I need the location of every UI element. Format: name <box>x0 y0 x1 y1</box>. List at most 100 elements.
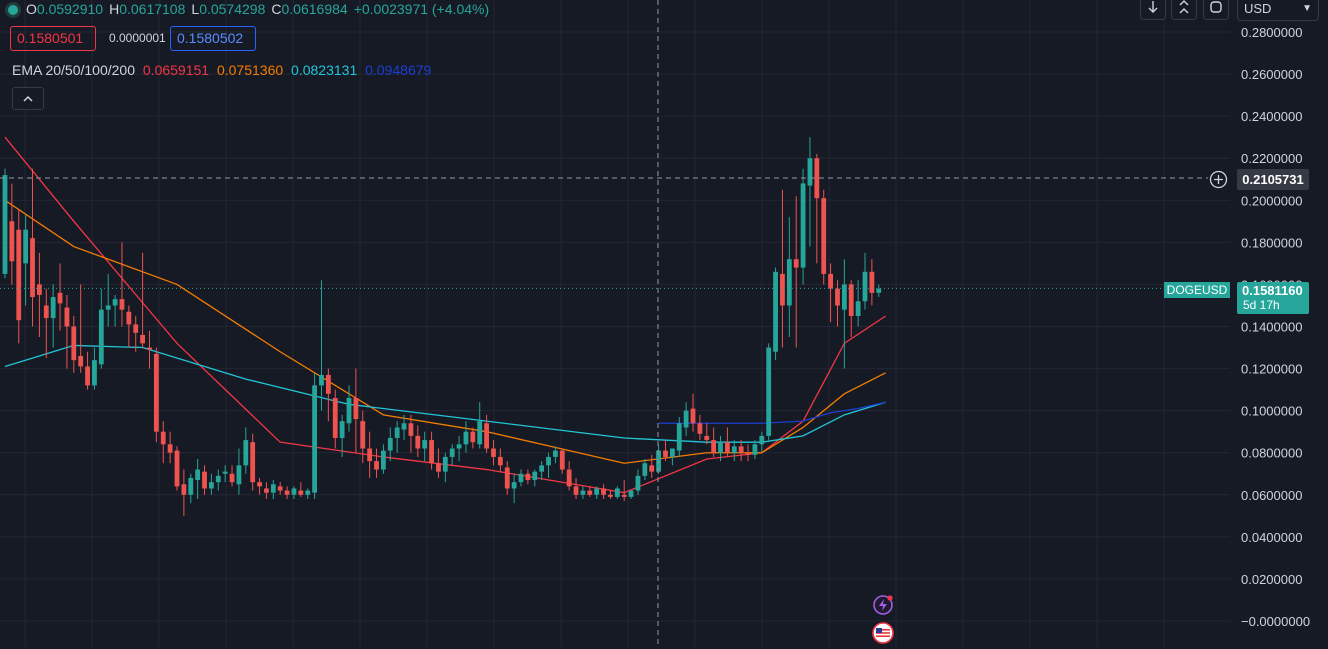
candle <box>580 486 586 499</box>
candle-body <box>518 473 524 483</box>
us-flag-icon <box>872 622 894 644</box>
candle <box>381 444 386 474</box>
candle-body <box>30 238 35 298</box>
ema-legend[interactable]: EMA 20/50/100/200 0.0659151 0.0751360 0.… <box>12 62 435 78</box>
candle <box>277 482 283 495</box>
change-value: +0.0023971 (+4.04%) <box>353 1 490 17</box>
candle <box>470 427 476 449</box>
low-label: L <box>191 1 200 17</box>
ema-line <box>658 401 886 424</box>
candle-body <box>229 473 235 483</box>
candle <box>745 444 751 462</box>
candle-body <box>876 288 882 293</box>
candle-body <box>642 463 648 476</box>
price-tick-label: 0.2000000 <box>1241 193 1302 208</box>
candle-body <box>126 311 132 325</box>
candle-body <box>814 158 820 199</box>
candle <box>566 461 572 491</box>
buy-button[interactable]: 0.1580502 <box>170 26 256 51</box>
candle-body <box>628 490 634 497</box>
candle-body <box>9 221 15 262</box>
candle <box>656 444 661 474</box>
candle <box>621 480 627 502</box>
candle-body <box>731 446 737 453</box>
candle <box>594 486 600 499</box>
candle <box>401 414 407 441</box>
candle <box>195 459 201 499</box>
candle-body <box>559 450 565 470</box>
open-label: O <box>26 1 37 17</box>
candle <box>608 490 613 499</box>
candle-body <box>284 490 290 495</box>
lightning-icon <box>873 595 893 615</box>
candle-body <box>800 183 806 268</box>
candle-body <box>64 307 70 327</box>
candle-body <box>332 398 338 438</box>
candle-body <box>105 305 111 310</box>
candle <box>704 423 710 445</box>
candle <box>786 217 792 338</box>
collapse-legend-button[interactable] <box>12 87 44 110</box>
candle-body <box>312 385 317 493</box>
candle-body <box>160 431 166 445</box>
candle <box>9 183 15 285</box>
candle-body <box>394 427 400 438</box>
us-flag-event-icon[interactable] <box>872 622 894 644</box>
price-tick-label: 0.1800000 <box>1241 235 1302 250</box>
candle <box>209 473 214 495</box>
candle-body <box>566 469 572 487</box>
candle-body <box>408 423 414 436</box>
candle-body <box>766 347 772 436</box>
add-alert-button[interactable] <box>1208 169 1229 190</box>
candle-body <box>298 490 304 495</box>
candle-body <box>848 284 854 316</box>
ema200-value: 0.0948679 <box>365 62 432 78</box>
candle-body <box>718 442 723 453</box>
price-tick-label: 0.0600000 <box>1241 488 1302 503</box>
candle-body <box>319 374 324 386</box>
candle-body <box>869 271 875 293</box>
candle <box>98 288 104 369</box>
candle <box>250 433 256 491</box>
fullscreen-button[interactable] <box>1203 0 1229 20</box>
lightning-event-icon[interactable] <box>872 594 894 616</box>
candle <box>112 294 118 327</box>
candle-body <box>711 440 717 453</box>
candle-body <box>497 456 503 466</box>
candle-body <box>704 435 710 441</box>
candle-body <box>367 448 373 462</box>
candle-body <box>78 355 84 367</box>
candle <box>793 196 799 348</box>
candle <box>669 448 675 466</box>
last-price: 0.1581160 <box>1242 283 1303 298</box>
candle-body <box>339 421 345 438</box>
collapse-panel-button[interactable] <box>1171 0 1197 20</box>
candle <box>57 263 63 331</box>
candle-body <box>236 465 242 485</box>
candle-body <box>855 301 861 316</box>
candle <box>429 431 434 470</box>
plot-background <box>0 0 1230 647</box>
candle-body <box>119 299 125 310</box>
candle-body <box>346 398 352 424</box>
candle <box>731 440 737 462</box>
sell-button[interactable]: 0.1580501 <box>10 26 96 51</box>
candle <box>167 431 173 464</box>
candle <box>525 469 531 485</box>
candle <box>491 440 496 466</box>
price-tick-label: 0.2400000 <box>1241 109 1302 124</box>
candle <box>718 435 723 462</box>
candle-body <box>387 437 393 451</box>
candle-body <box>98 309 104 365</box>
download-button[interactable] <box>1140 0 1166 20</box>
candle <box>814 154 820 264</box>
candle-body <box>759 435 765 445</box>
candle-body <box>484 423 489 449</box>
currency-select[interactable]: USD ▼ <box>1237 0 1319 21</box>
candle-body <box>821 198 827 274</box>
open-value: 0.0592910 <box>36 1 104 17</box>
candle-body <box>195 469 201 481</box>
candle <box>766 343 772 443</box>
